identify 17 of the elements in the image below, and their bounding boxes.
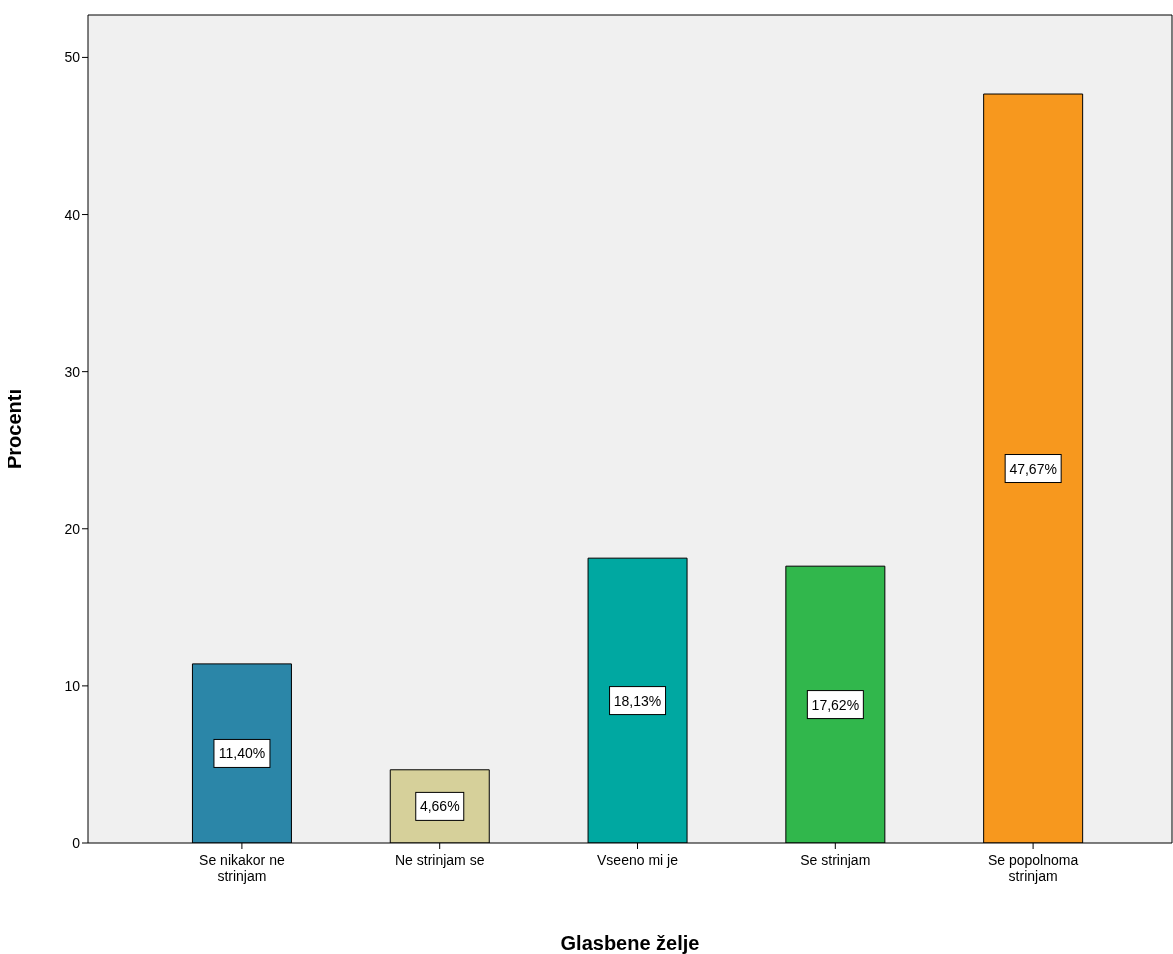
x-axis-title: Glasbene želje [560,932,700,954]
x-tick-label: Se popolnoma strinjam [987,852,1079,884]
y-tick-label: 20 [64,520,81,537]
y-tick-label: 50 [64,49,81,66]
y-tick-label: 30 [64,363,81,380]
x-tick-label: Ne strinjam se [394,852,485,868]
x-tick-label: Se strinjam [800,852,871,868]
data-label: 17,62% [811,696,860,713]
data-label: 11,40% [218,745,266,762]
y-tick-label: 40 [64,206,81,223]
y-tick-label: 10 [64,677,81,694]
data-label: 18,13% [613,692,662,709]
x-tick-label: Se nikakor ne strinjam [199,852,285,884]
y-tick-label: 0 [72,834,81,851]
data-label: 47,67% [1009,460,1057,477]
data-label: 4,66% [419,798,460,815]
x-tick-label: Vseeno mi je [597,852,679,868]
